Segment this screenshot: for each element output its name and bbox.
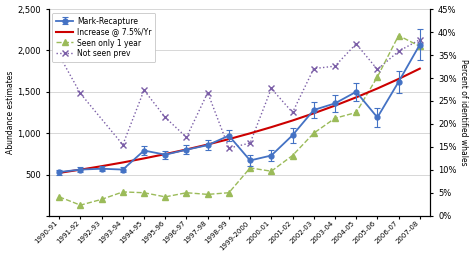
Increase @ 7.5%/Yr [417, 67, 423, 70]
Not seen prev [56, 54, 62, 57]
Not seen prev [290, 111, 295, 114]
Not seen prev [205, 91, 210, 94]
Seen only 1 year [353, 111, 359, 114]
Not seen prev [226, 146, 232, 150]
Seen only 1 year [417, 45, 423, 48]
Seen only 1 year [183, 191, 189, 194]
Increase @ 7.5%/Yr [183, 148, 189, 151]
Increase @ 7.5%/Yr [311, 112, 317, 115]
Not seen prev [311, 67, 317, 70]
Increase @ 7.5%/Yr [141, 157, 147, 160]
Not seen prev [78, 92, 83, 95]
Y-axis label: Abundance estimates: Abundance estimates [6, 71, 15, 154]
Increase @ 7.5%/Yr [353, 96, 359, 99]
Not seen prev [120, 143, 126, 146]
Not seen prev [268, 87, 274, 90]
Not seen prev [396, 50, 401, 53]
Increase @ 7.5%/Yr [56, 171, 62, 175]
Line: Seen only 1 year: Seen only 1 year [56, 33, 423, 208]
Seen only 1 year [268, 170, 274, 173]
Seen only 1 year [205, 193, 210, 196]
Legend: Mark-Recapture, Increase @ 7.5%/Yr, Seen only 1 year, Not seen prev: Mark-Recapture, Increase @ 7.5%/Yr, Seen… [53, 13, 155, 62]
Increase @ 7.5%/Yr [290, 119, 295, 122]
Increase @ 7.5%/Yr [120, 161, 126, 164]
Seen only 1 year [290, 154, 295, 157]
Seen only 1 year [374, 75, 380, 78]
Increase @ 7.5%/Yr [163, 153, 168, 156]
Seen only 1 year [99, 198, 104, 201]
Seen only 1 year [311, 132, 317, 135]
Increase @ 7.5%/Yr [247, 132, 253, 135]
Y-axis label: Percent of identified whales: Percent of identified whales [459, 59, 468, 166]
Seen only 1 year [141, 191, 147, 194]
Seen only 1 year [226, 191, 232, 194]
Not seen prev [163, 116, 168, 119]
Seen only 1 year [332, 117, 338, 120]
Seen only 1 year [396, 34, 401, 37]
Increase @ 7.5%/Yr [332, 104, 338, 107]
Increase @ 7.5%/Yr [78, 168, 83, 171]
Seen only 1 year [120, 190, 126, 194]
Not seen prev [332, 65, 338, 68]
Not seen prev [183, 136, 189, 139]
Increase @ 7.5%/Yr [396, 77, 401, 80]
Not seen prev [247, 142, 253, 145]
Line: Not seen prev: Not seen prev [56, 37, 423, 151]
Not seen prev [417, 38, 423, 41]
Seen only 1 year [163, 195, 168, 198]
Increase @ 7.5%/Yr [374, 87, 380, 90]
Not seen prev [141, 89, 147, 92]
Seen only 1 year [78, 204, 83, 207]
Increase @ 7.5%/Yr [268, 126, 274, 129]
Seen only 1 year [247, 166, 253, 169]
Seen only 1 year [56, 195, 62, 198]
Not seen prev [353, 42, 359, 45]
Increase @ 7.5%/Yr [226, 137, 232, 141]
Line: Increase @ 7.5%/Yr: Increase @ 7.5%/Yr [59, 69, 420, 173]
Increase @ 7.5%/Yr [205, 143, 210, 146]
Increase @ 7.5%/Yr [99, 165, 104, 168]
Not seen prev [374, 68, 380, 71]
